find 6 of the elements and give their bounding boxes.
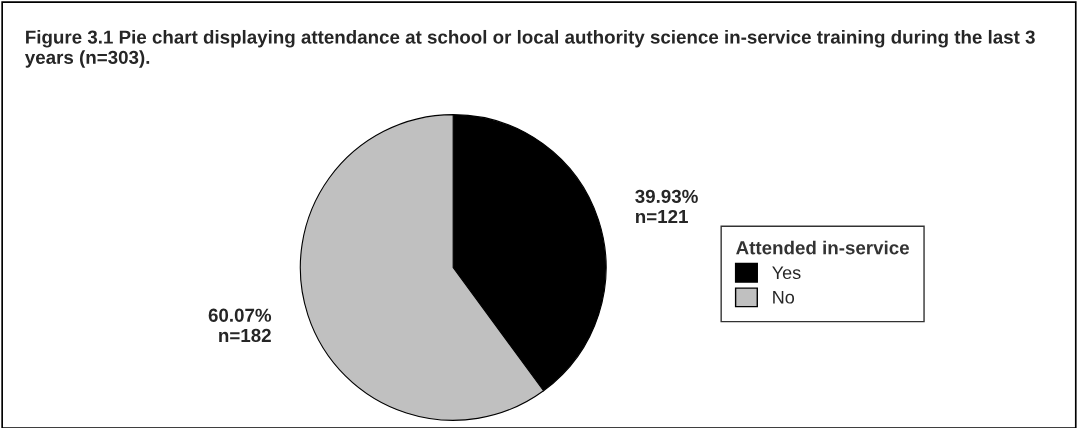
legend-label: Yes <box>772 266 801 280</box>
legend-title: Attended in-service <box>736 240 909 255</box>
data-label: 39.93% n=121 <box>635 189 698 223</box>
data-label: 60.07% n=182 <box>208 308 272 343</box>
chart-title: Figure 3.1 Pie chart displaying attendance at school or local authority science in-service training during the last 3 years (n=303). <box>24 29 1035 68</box>
legend-label: No <box>773 291 795 304</box>
